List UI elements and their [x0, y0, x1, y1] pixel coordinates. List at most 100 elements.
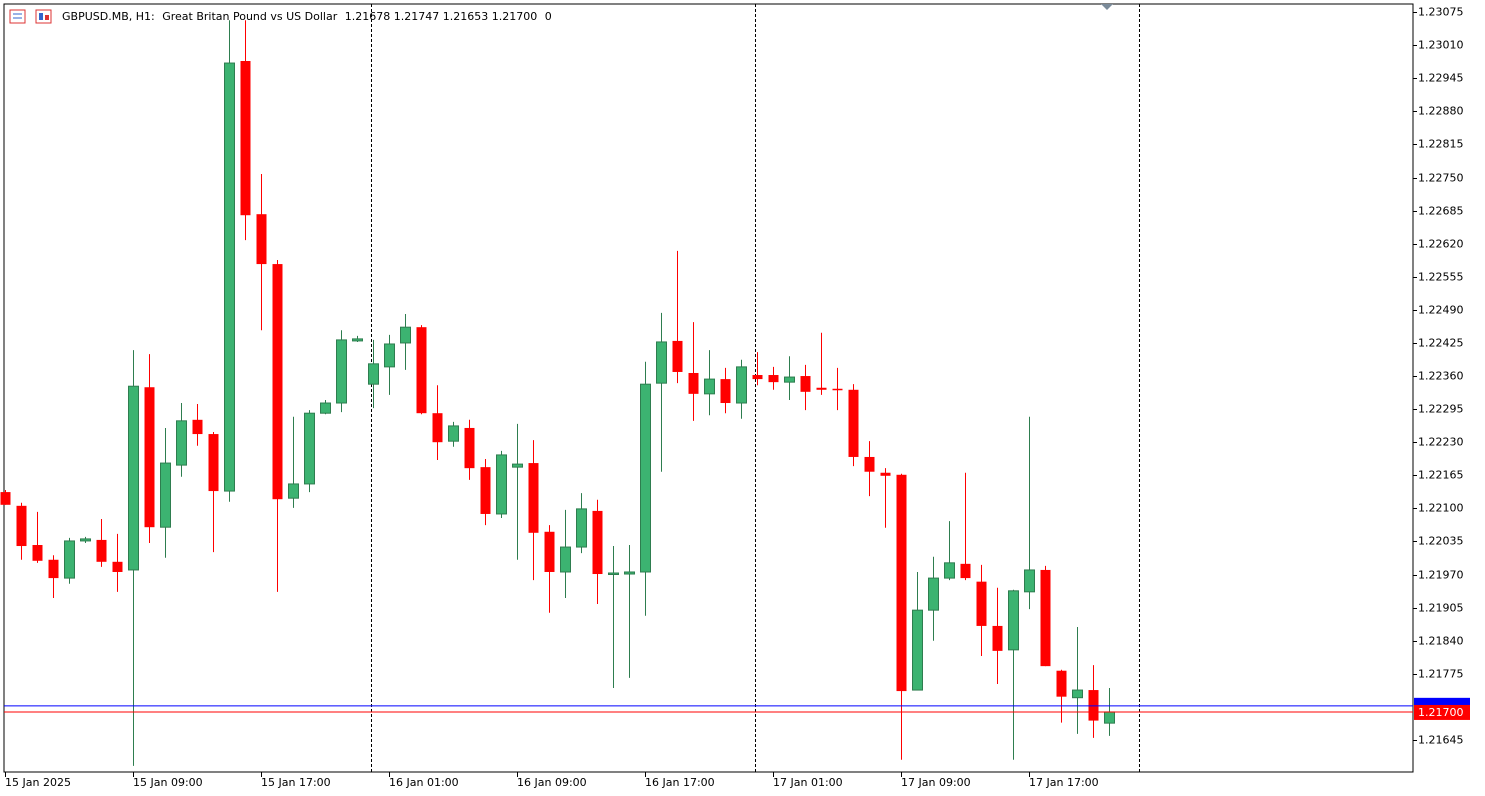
- y-tick-label: 1.22035: [1418, 535, 1464, 548]
- candle-body: [912, 609, 923, 691]
- x-tick-label: 17 Jan 09:00: [901, 776, 971, 789]
- icon: [39, 13, 43, 20]
- close: 1.21700: [492, 10, 538, 23]
- y-tick-label: 1.22555: [1418, 271, 1464, 284]
- candle-body: [544, 531, 555, 572]
- y-tick-label: 1.22685: [1418, 205, 1464, 218]
- header: GBPUSD.MB, H1: Great Britan Pound vs US …: [9, 9, 552, 24]
- candle-body: [784, 376, 795, 383]
- candle-body: [848, 389, 859, 457]
- candle-body: [672, 340, 683, 372]
- y-tick-label: 1.23075: [1418, 6, 1464, 19]
- candle-body: [1040, 569, 1051, 667]
- candle-body: [96, 539, 107, 562]
- bid-tag: [1414, 704, 1470, 720]
- candle-body: [816, 387, 827, 390]
- candle-body: [992, 625, 1003, 651]
- y-tick-label: 1.22100: [1418, 502, 1464, 515]
- candle-body: [976, 581, 987, 626]
- candle-body: [320, 402, 331, 414]
- candle-body: [512, 463, 523, 468]
- candle-body: [368, 363, 379, 385]
- candle-body: [528, 463, 539, 533]
- y-tick-label: 1.22750: [1418, 172, 1464, 185]
- x-tick-label: 15 Jan 17:00: [261, 776, 331, 789]
- candle-body: [32, 545, 43, 561]
- candle-body: [288, 483, 299, 499]
- candle-body: [464, 427, 475, 469]
- candle-body: [48, 559, 59, 579]
- candle-body: [800, 376, 811, 392]
- candle-body: [608, 572, 619, 576]
- candle-body: [304, 412, 315, 485]
- open: 1.21678: [345, 10, 391, 23]
- header-text: GBPUSD.MB, H1: Great Britan Pound vs US …: [62, 10, 552, 23]
- candle-body: [1008, 590, 1019, 651]
- candle-body: [1056, 670, 1067, 697]
- candle-body: [576, 508, 587, 548]
- candle-body: [192, 419, 203, 435]
- candle-body: [768, 375, 779, 383]
- candle-body: [896, 474, 907, 692]
- low: 1.21653: [443, 10, 489, 23]
- y-tick-label: 1.21840: [1418, 635, 1464, 648]
- y-tick-label: 1.21905: [1418, 602, 1464, 615]
- y-tick-label: 1.22295: [1418, 403, 1464, 416]
- candle-body: [752, 375, 763, 380]
- candle-body: [352, 338, 363, 342]
- candle-body: [624, 571, 635, 575]
- x-tick-label: 15 Jan 2025: [5, 776, 71, 789]
- y-tick-label: 1.22880: [1418, 105, 1464, 118]
- candle-body: [1024, 569, 1035, 593]
- candle-body: [256, 214, 267, 265]
- candle-body: [432, 413, 443, 443]
- candle-body: [704, 378, 715, 395]
- candle-body: [80, 538, 91, 542]
- candle-body: [832, 388, 843, 391]
- candle-body: [560, 546, 571, 573]
- candle-body: [272, 264, 283, 500]
- candle-body: [720, 379, 731, 404]
- candle-body: [944, 562, 955, 579]
- y-tick-label: 1.21645: [1418, 734, 1464, 747]
- y-tick-label: 1.22360: [1418, 370, 1464, 383]
- candle-body: [336, 339, 347, 404]
- candle-body: [1088, 690, 1099, 721]
- candle-body: [496, 454, 507, 515]
- candle-body: [400, 326, 411, 344]
- candle-body: [16, 505, 27, 547]
- x-tick-label: 16 Jan 17:00: [645, 776, 715, 789]
- y-tick-label: 1.22620: [1418, 238, 1464, 251]
- candle-body: [160, 462, 171, 528]
- candle-body: [592, 510, 603, 575]
- y-tick-label: 1.21970: [1418, 569, 1464, 582]
- candle-body: [1104, 711, 1115, 724]
- y-tick-label: 1.22230: [1418, 436, 1464, 449]
- y-tick-label: 1.22815: [1418, 138, 1464, 151]
- candle-body: [688, 372, 699, 394]
- y-tick-label: 1.22490: [1418, 304, 1464, 317]
- candle-body: [736, 366, 747, 404]
- y-tick-label: 1.22425: [1418, 337, 1464, 350]
- x-tick-label: 16 Jan 09:00: [517, 776, 587, 789]
- candle-body: [0, 492, 11, 505]
- candle-body: [448, 425, 459, 442]
- candle-body: [928, 577, 939, 611]
- candle-body: [128, 385, 139, 571]
- candle-body: [864, 456, 875, 472]
- y-tick-label: 1.22945: [1418, 72, 1464, 85]
- candle-body: [112, 561, 123, 572]
- y-tick-label: 1.21775: [1418, 668, 1464, 681]
- x-tick-label: 17 Jan 01:00: [773, 776, 843, 789]
- candle-body: [384, 343, 395, 368]
- x-tick-label: 15 Jan 09:00: [133, 776, 203, 789]
- bid-label: 1.21700: [1418, 706, 1464, 719]
- y-tick-label: 1.22165: [1418, 469, 1464, 482]
- candle-body: [144, 387, 155, 528]
- symbol: GBPUSD.MB, H1:: [62, 10, 155, 23]
- candle-body: [240, 61, 251, 216]
- icon: [45, 15, 49, 20]
- volume: 0: [545, 10, 552, 23]
